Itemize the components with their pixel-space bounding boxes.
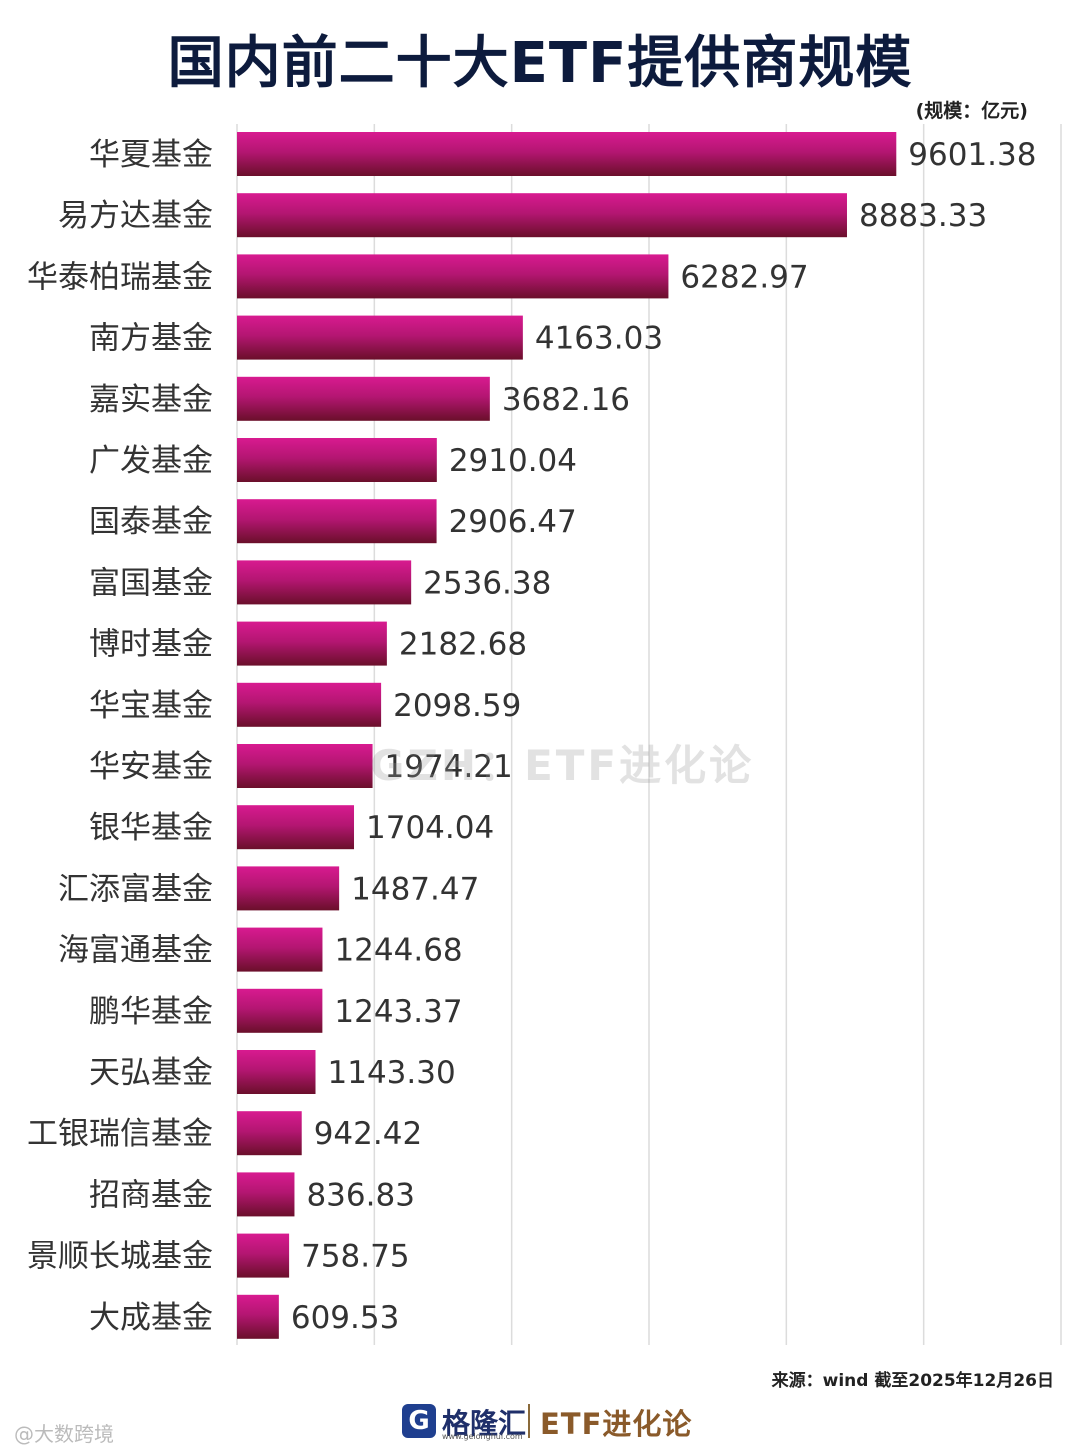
brand-gelonghui-url: www.gelonghui.com [442,1432,523,1441]
category-label: 招商基金 [89,1177,213,1213]
category-label: 景顺长城基金 [27,1239,213,1275]
value-label: 609.53 [291,1300,399,1336]
gelonghui-logo-icon: G [402,1404,436,1438]
category-label: 华安基金 [89,749,213,785]
bar [237,682,382,727]
corner-watermark: @大数跨境 [14,1422,114,1446]
bar [237,744,373,788]
category-label: 华宝基金 [89,688,213,724]
category-label: 广发基金 [89,443,213,479]
bar [237,988,323,1033]
value-label: 2098.59 [393,688,521,724]
value-label: 9601.38 [908,137,1036,173]
bar [237,376,490,421]
value-label: 2182.68 [399,627,527,663]
value-label: 1244.68 [334,933,462,969]
value-label: 1704.04 [366,810,494,846]
footer-divider [528,1404,530,1438]
bar [237,866,340,911]
value-label: 1974.21 [385,749,513,785]
source-note: 来源：wind 截至2025年12月26日 [771,1371,1054,1391]
value-label: 942.42 [314,1116,422,1152]
bar [237,438,437,482]
bar [237,254,669,299]
category-label: 嘉实基金 [89,382,213,418]
bars [237,132,897,1339]
chart-title: 国内前二十大ETF提供商规模 [167,31,913,96]
category-label: 华夏基金 [89,137,213,173]
value-label: 758.75 [301,1239,409,1275]
bar [237,315,523,360]
category-label: 汇添富基金 [58,871,213,907]
category-label: 天弘基金 [89,1055,213,1091]
watermark: GZH：ETF进化论 [370,741,755,790]
bar [237,1172,295,1217]
category-label: 南方基金 [89,321,213,357]
brand-gelonghui: 格隆汇 [442,1407,527,1440]
category-label: 鹏华基金 [89,994,213,1030]
category-label: 国泰基金 [89,504,213,540]
category-label: 博时基金 [89,627,213,663]
labels: 华夏基金 9601.38 易方达基金 8883.33 华泰柏瑞基金 6282.97 南方基金… [27,137,1036,1336]
value-label: 4163.03 [535,321,663,357]
value-label: 1243.37 [334,994,462,1030]
bar [237,1111,302,1156]
bar [237,805,355,850]
bar [237,1294,279,1339]
bar [237,193,847,238]
bar [237,621,387,666]
value-label: 836.83 [306,1177,414,1213]
value-label: 6282.97 [680,259,808,295]
category-label: 富国基金 [89,565,213,601]
value-label: 2906.47 [449,504,577,540]
brand-etf-evolution: ETF进化论 [540,1407,693,1441]
category-label: 易方达基金 [58,198,213,234]
footer: G 格隆汇 www.gelonghui.com ETF进化论 [0,1398,1080,1444]
bar [237,132,897,176]
bar [237,927,323,972]
value-label: 1143.30 [328,1055,456,1091]
bar [237,1233,290,1278]
value-label: 8883.33 [859,198,987,234]
category-label: 华泰柏瑞基金 [27,259,213,295]
category-label: 工银瑞信基金 [27,1116,213,1152]
category-label: 银华基金 [89,810,213,846]
value-label: 2536.38 [423,565,551,601]
bar [237,1050,316,1094]
value-label: 1487.47 [351,871,479,907]
unit-note: (规模：亿元) [915,100,1028,122]
value-label: 3682.16 [502,382,630,418]
value-label: 2910.04 [449,443,577,479]
bar [237,499,437,544]
category-label: 大成基金 [89,1300,213,1336]
bar [237,560,412,605]
category-label: 海富通基金 [58,933,213,969]
